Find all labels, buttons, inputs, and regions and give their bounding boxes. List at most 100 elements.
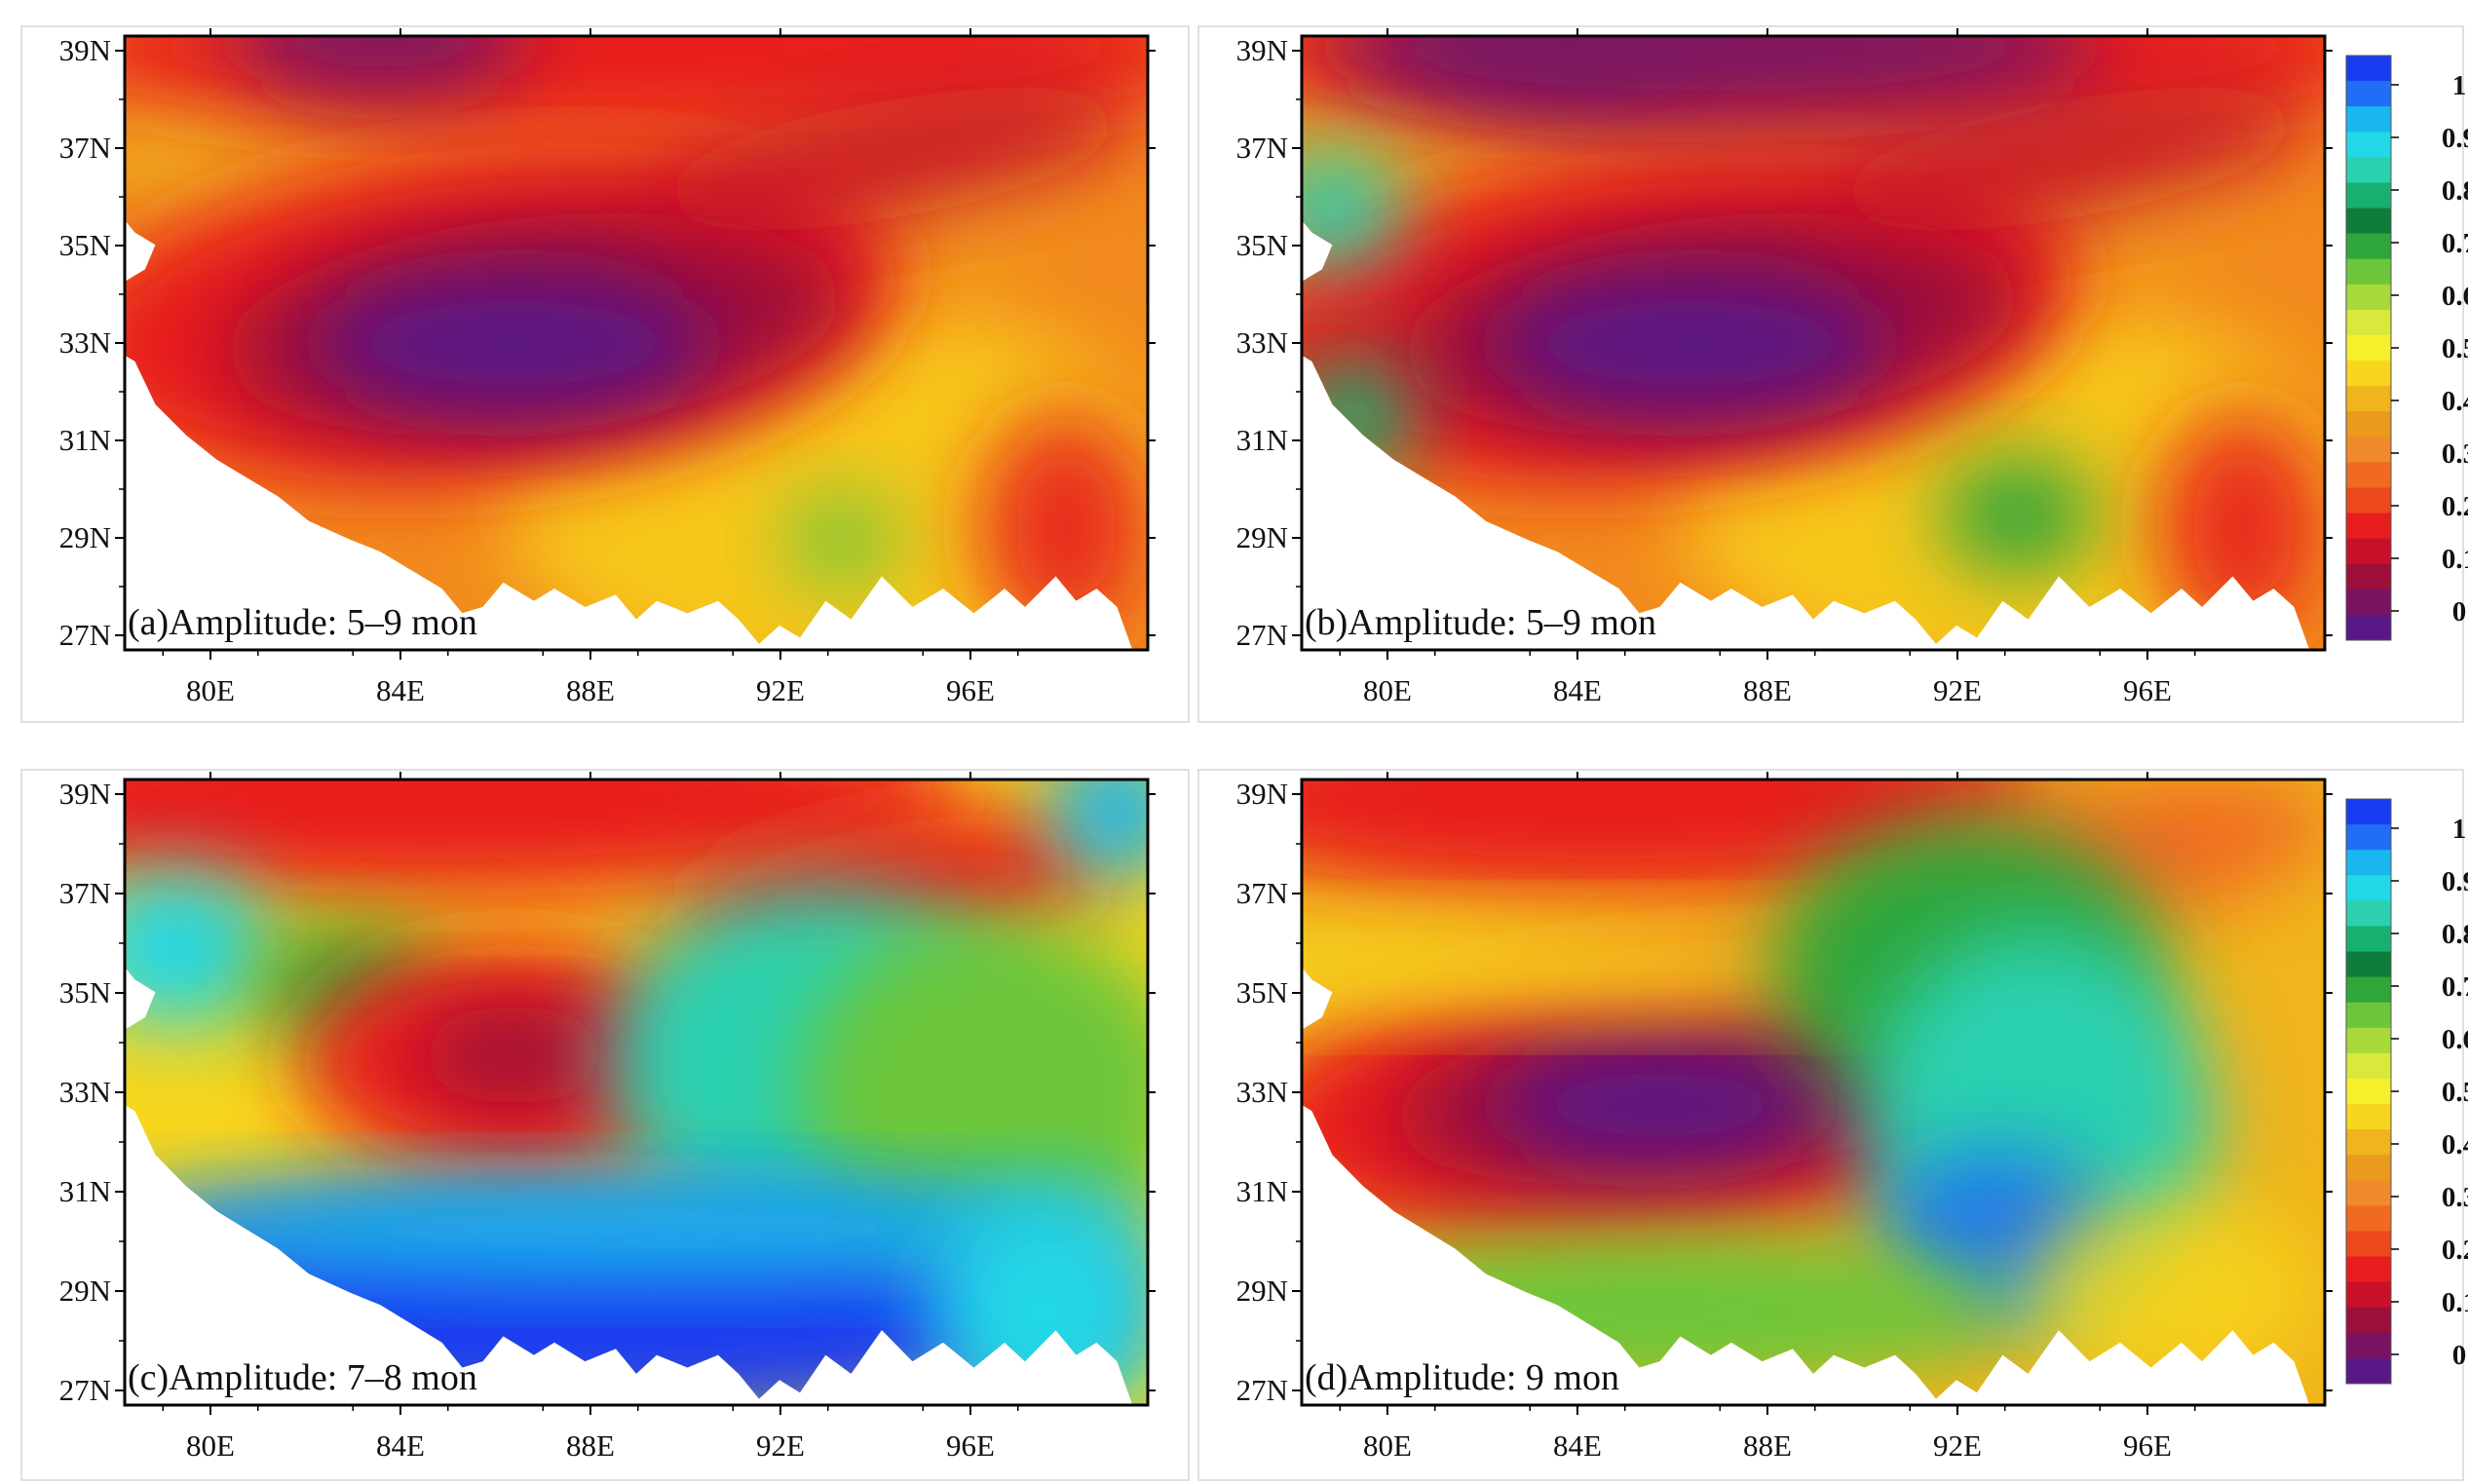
map-d: 39N 37N 35N 33N 31N 29N 27N 80E 84E 88E 92E 96E (d)A… [1197,769,2468,1481]
lat-tick-label: 33N [59,325,111,360]
colorbar-segment [2346,563,2391,590]
amplitude-field [125,36,1148,650]
colorbar-segment [2346,1281,2391,1309]
panel-label: (d)Amplitude: 9 mon [1305,1357,1619,1398]
lon-tick-label: 92E [1933,673,1982,707]
colorbar-label: 0.9 [2442,866,2468,897]
colorbar-segment [2346,589,2391,616]
colorbar-label: 0.2 [2442,491,2468,522]
lat-tick-label: 29N [1236,520,1288,554]
colorbar-label: 0.8 [2442,919,2468,950]
colorbar-segment [2346,1256,2391,1283]
colorbar-label: 0.9 [2442,123,2468,154]
colorbar-segment [2346,284,2391,311]
lat-tick-label: 27N [59,618,111,652]
lon-tick-label: 88E [1743,1428,1792,1463]
lat-tick-label: 33N [59,1075,111,1109]
colorbar-segment [2346,361,2391,387]
amplitude-field [1302,780,2325,1405]
lon-tick-label: 80E [1363,673,1412,707]
colorbar-segment [2346,951,2391,978]
colorbar-segment [2346,386,2391,412]
colorbar-segment [2346,258,2391,285]
colorbar-segment [2346,411,2391,438]
lon-tick-label: 88E [1743,673,1792,707]
colorbar-segment [2346,157,2391,183]
colorbar-label: 0.7 [2442,228,2468,259]
lon-tick-label: 92E [756,673,805,707]
lon-tick-label: 80E [186,673,235,707]
colorbar-label: 0.5 [2442,1077,2468,1108]
colorbar-label: 0.4 [2442,386,2468,417]
lon-tick-label: 96E [946,1428,995,1463]
colorbar-segment [2346,1357,2391,1385]
lat-tick-label: 35N [1236,975,1288,1009]
colorbar-label: 1 [2452,70,2467,101]
colorbar-segment [2346,1078,2391,1105]
lat-tick-label: 33N [1236,325,1288,360]
panel-d: 39N 37N 35N 33N 31N 29N 27N 80E 84E 88E 92E 96E (d)A… [1196,768,2468,1484]
colorbar-segment [2346,1027,2391,1054]
lat-tick-label: 31N [59,423,111,457]
colorbar-segment [2346,513,2391,540]
lon-tick-label: 88E [566,673,615,707]
panel-b: 39N 37N 35N 33N 31N 29N 27N 80E 84E 88E 92E 96E (b)A… [1196,24,2468,726]
colorbar-label: 0.1 [2442,544,2468,575]
lat-tick-label: 37N [1236,876,1288,910]
colorbar-segment [2346,1332,2391,1359]
lon-tick-label: 80E [186,1428,235,1463]
lon-tick-label: 84E [1553,1428,1602,1463]
lon-tick-label: 80E [1363,1428,1412,1463]
lat-tick-label: 39N [59,33,111,67]
panel-label: (b)Amplitude: 5–9 mon [1305,602,1656,643]
lat-tick-label: 33N [1236,1075,1288,1109]
colorbar-label: 0.2 [2442,1235,2468,1266]
map-a: 39N 37N 35N 33N 31N 29N 27N 80E 84E 88E 92E 96E (a)A… [20,25,1190,723]
colorbar-segment [2346,208,2391,235]
colorbar-segment [2346,1129,2391,1156]
colorbar-segment [2346,824,2391,851]
lon-tick-label: 84E [1553,673,1602,707]
lat-tick-label: 29N [1236,1274,1288,1308]
panel-label: (c)Amplitude: 7–8 mon [128,1357,477,1398]
lon-tick-label: 84E [376,1428,425,1463]
lat-tick-label: 31N [59,1174,111,1208]
lat-tick-label: 39N [1236,777,1288,811]
lat-tick-label: 29N [59,1274,111,1308]
colorbar-segment [2346,437,2391,463]
lat-tick-label: 35N [1236,228,1288,262]
colorbar-segment [2346,900,2391,927]
lon-tick-label: 96E [946,673,995,707]
amplitude-field [1302,36,2325,650]
colorbar-segment [2346,926,2391,953]
lon-tick-label: 92E [1933,1428,1982,1463]
colorbar-segment [2346,56,2391,82]
lat-tick-label: 27N [1236,618,1288,652]
colorbar-segment [2346,462,2391,488]
panel-a: 39N 37N 35N 33N 31N 29N 27N 80E 84E 88E 92E 96E (a)A… [19,24,1194,726]
colorbar-segment [2346,538,2391,565]
colorbar-segment [2346,106,2391,133]
colorbar-segment [2346,1307,2391,1334]
lat-tick-label: 27N [1236,1373,1288,1407]
lat-tick-label: 35N [59,228,111,262]
lat-tick-label: 37N [59,131,111,165]
colorbar-label: 0 [2452,596,2467,628]
lon-tick-label: 96E [2123,673,2172,707]
colorbar-label: 0.6 [2442,281,2468,312]
colorbar-label: 0.3 [2442,438,2468,470]
panel-c: 39N 37N 35N 33N 31N 29N 27N 80E 84E 88E 92E 96E (c)A… [19,768,1194,1484]
amplitude-field [125,780,1148,1405]
colorbar-segment [2346,1205,2391,1232]
colorbar-segment [2346,81,2391,107]
colorbar-label: 0.3 [2442,1182,2468,1213]
colorbar-segment [2346,976,2391,1004]
lat-tick-label: 35N [59,975,111,1009]
lat-tick-label: 39N [59,777,111,811]
lat-tick-label: 37N [1236,131,1288,165]
colorbar-segment [2346,1231,2391,1258]
colorbar-segment [2346,1180,2391,1206]
lat-tick-label: 27N [59,1373,111,1407]
lat-tick-label: 39N [1236,33,1288,67]
colorbar-segment [2346,614,2391,641]
